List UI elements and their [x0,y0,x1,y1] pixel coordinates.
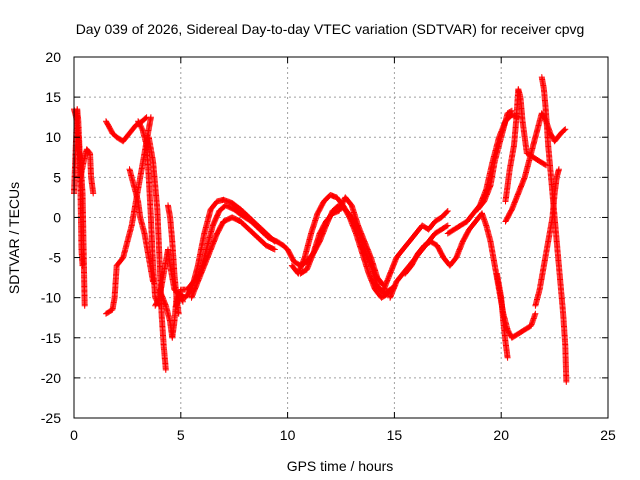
data-point [162,366,169,373]
data-point [563,378,570,385]
x-tick-label: 0 [70,427,78,443]
series-trace-n [188,214,278,301]
series-trace-q [297,194,387,289]
series-trace-bb [532,166,562,309]
y-tick-label: -25 [41,410,61,426]
y-tick-label: 20 [45,49,61,65]
series-trace-v [474,107,515,213]
y-axis-label: SDTVAR / TECUs [6,182,22,294]
y-tick-label: -5 [49,250,62,266]
series-trace-m [175,196,278,301]
y-tick-label: 5 [53,169,61,185]
series-trace-t [402,210,485,277]
x-tick-label: 5 [177,427,185,443]
series-trace-h [145,134,169,373]
data-point [270,237,277,244]
y-tick-label: -15 [41,330,61,346]
data-point [179,298,186,305]
y-tick-label: -20 [41,370,61,386]
data-point [443,223,450,230]
data-point [562,126,569,133]
chart-title: Day 039 of 2026, Sidereal Day-to-day VTE… [76,21,585,37]
data-point [143,114,150,121]
series-trace-z [502,86,550,205]
data-point [561,127,568,133]
data-point [81,302,88,309]
data-point [504,354,511,361]
series-trace-w [479,210,539,341]
data-point [271,246,278,253]
series-trace-aa [538,74,570,385]
plot-frame [73,56,609,419]
grid-lines [74,57,608,418]
axis-ticks: 0 5 10 15 20 25 -25 -20 -15 -10 -5 0 5 10 15 20 [41,49,616,443]
data-point [443,208,450,215]
y-tick-label: 0 [53,209,61,225]
x-tick-label: 15 [387,427,403,443]
x-tick-label: 20 [493,427,509,443]
y-tick-label: -10 [41,290,61,306]
x-tick-label: 10 [280,427,296,443]
series-trace-r [380,208,451,293]
data-point [532,310,539,317]
data-point [444,222,451,229]
data-point [555,166,562,173]
data-series [71,74,570,385]
series-trace-c [77,146,97,197]
y-tick-label: 10 [45,129,61,145]
x-axis-label: GPS time / hours [287,458,394,474]
series-trace-x [493,270,511,361]
data-point [90,190,97,197]
data-point [444,208,451,214]
series-trace-e [103,114,150,145]
data-point [142,115,149,121]
x-tick-label: 25 [600,427,616,443]
data-point [507,108,514,115]
series-trace-g [135,118,163,309]
data-point [175,310,182,317]
y-tick-label: 15 [45,89,61,105]
